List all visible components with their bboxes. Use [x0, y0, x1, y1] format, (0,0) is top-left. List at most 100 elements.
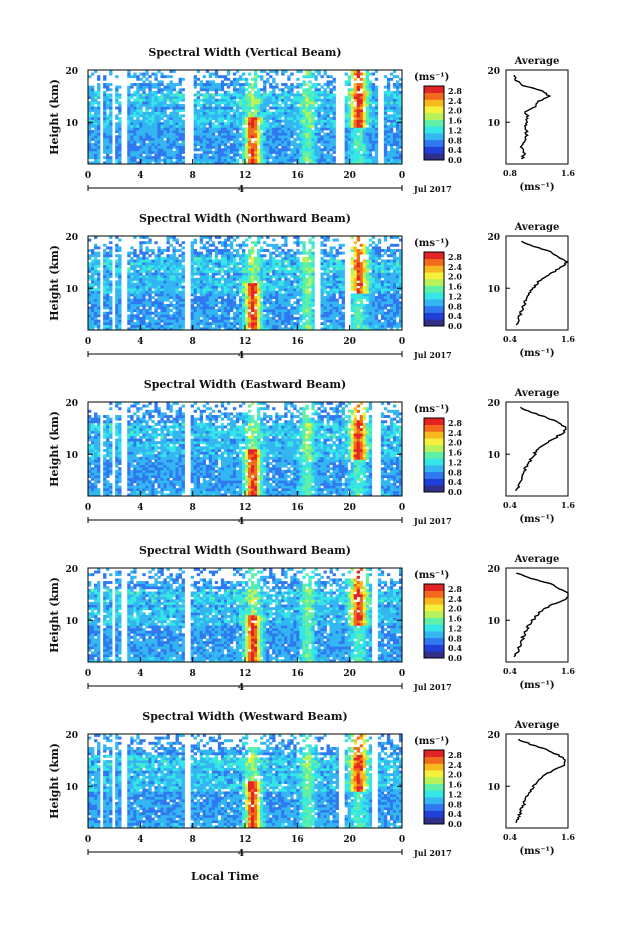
heatmap-cell [94, 130, 98, 133]
heatmap-cell [332, 322, 336, 326]
heatmap-cell [326, 259, 330, 263]
heatmap-cell [359, 93, 364, 97]
heatmap-cell [127, 158, 131, 162]
heatmap-cell [97, 75, 101, 79]
heatmap-cell [284, 272, 288, 276]
heatmap-cell [166, 238, 170, 242]
heatmap-cell [383, 124, 388, 128]
heatmap-cell [308, 306, 312, 310]
heatmap-cell [323, 72, 327, 76]
heatmap-cell [232, 156, 237, 160]
heatmap-cell [287, 272, 291, 276]
heatmap-cell [245, 140, 249, 144]
heatmap-cell [193, 109, 197, 113]
heatmap-cell [205, 85, 210, 89]
heatmap-cell [299, 85, 303, 89]
heatmap-cell [103, 262, 107, 266]
heatmap-cell [245, 269, 249, 273]
heatmap-cell [133, 290, 137, 294]
heatmap-cell [148, 90, 152, 94]
heatmap-cell [254, 285, 258, 289]
heatmap-cell [305, 106, 309, 110]
heatmap-cell [326, 298, 330, 302]
heatmap-cell [115, 98, 119, 102]
heatmap-cell [103, 288, 107, 292]
heatmap-cell [241, 90, 246, 94]
heatmap-cell [115, 327, 119, 331]
heatmap-cell [299, 109, 303, 113]
heatmap-cell [356, 111, 361, 115]
heatmap-cell [365, 135, 370, 139]
heatmap-cell [326, 156, 330, 160]
heatmap-cell [145, 93, 149, 97]
heatmap-cell [386, 143, 391, 147]
heatmap-cell [266, 296, 270, 299]
heatmap-cell [199, 309, 204, 313]
heatmap-cell [136, 122, 140, 126]
heatmap-cell [260, 262, 264, 266]
heatmap-cell [115, 262, 119, 266]
heatmap-cell [299, 303, 303, 307]
heatmap-cell [214, 140, 219, 144]
heatmap-cell [398, 130, 403, 133]
heatmap-cell [136, 150, 140, 154]
heatmap-cell [323, 322, 327, 326]
heatmap-cell [97, 77, 101, 81]
heatmap-cell [311, 254, 315, 258]
heatmap-cell [302, 269, 306, 273]
heatmap-cell [232, 277, 237, 281]
heatmap-cell [151, 259, 155, 263]
heatmap-cell [278, 275, 282, 279]
heatmap-cell [139, 301, 143, 305]
heatmap-cell [305, 148, 309, 152]
heatmap-cell [202, 309, 207, 313]
heatmap-cell [157, 316, 161, 320]
heatmap-cell [214, 327, 219, 331]
heatmap-cell [199, 114, 204, 118]
heatmap-cell [103, 109, 107, 113]
heatmap-cell [235, 309, 240, 313]
date-label: Jul 2017 [413, 184, 452, 194]
heatmap-cell [127, 251, 131, 255]
heatmap-cell [202, 280, 207, 284]
heatmap-cell [199, 103, 204, 107]
heatmap-cell [109, 145, 113, 149]
colorbar-swatch [424, 86, 444, 94]
heatmap-cell [130, 290, 134, 294]
heatmap-cell [305, 272, 309, 276]
heatmap-cell [199, 140, 204, 144]
heatmap-cell [241, 272, 246, 276]
heatmap-cell [91, 117, 95, 120]
heatmap-cell [130, 117, 134, 120]
heatmap-cell [118, 293, 122, 297]
heatmap-cell [263, 249, 267, 252]
heatmap-cell [97, 269, 101, 273]
heatmap-cell [308, 272, 312, 276]
heatmap-cell [260, 143, 264, 147]
heatmap-cell [266, 114, 270, 118]
heatmap-cell [154, 283, 158, 286]
heatmap-cell [88, 262, 92, 266]
heatmap-cell [175, 259, 179, 263]
heatmap-cell [302, 288, 306, 292]
heatmap-cell [347, 80, 351, 84]
heatmap-cell [326, 269, 330, 273]
heatmap-cell [257, 322, 261, 326]
heatmap-cell [386, 98, 391, 102]
heatmap-cell [311, 301, 315, 305]
heatmap-cell [260, 122, 264, 126]
heatmap-cell [91, 161, 95, 165]
heatmap-cell [169, 156, 173, 160]
heatmap-cell [232, 319, 237, 323]
heatmap-cell [199, 158, 204, 162]
average-y-tick-label: 10 [487, 119, 500, 129]
heatmap-cell [148, 319, 152, 323]
heatmap-cell [226, 262, 231, 266]
heatmap-cell [374, 98, 379, 102]
heatmap-cell [257, 283, 261, 286]
heatmap-cell [281, 256, 285, 260]
heatmap-cell [302, 145, 306, 149]
heatmap-cell [220, 135, 225, 139]
heatmap-cell [166, 311, 170, 315]
heatmap-cell [127, 98, 131, 102]
